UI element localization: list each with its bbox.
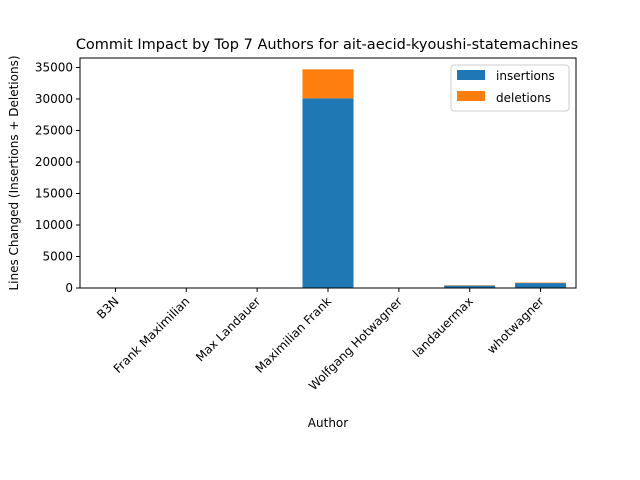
- y-tick-label-35000: 35000: [35, 60, 73, 74]
- bar-deletions-whotwagner: [515, 282, 567, 284]
- x-axis-label: Author: [308, 416, 348, 430]
- x-tick-label-whotwagner: whotwagner: [484, 294, 546, 356]
- bars-layer: [89, 69, 567, 288]
- bar-deletions-maximilian-frank: [302, 69, 354, 99]
- y-axis-label: Lines Changed (Insertions + Deletions): [7, 55, 21, 290]
- y-tick-label-10000: 10000: [35, 218, 73, 232]
- chart-title: Commit Impact by Top 7 Authors for ait-a…: [76, 37, 578, 53]
- bar-insertions-whotwagner: [515, 283, 567, 288]
- x-tick-label-landauermax: landauermax: [410, 294, 476, 360]
- legend-label-deletions: deletions: [496, 91, 551, 105]
- x-tick-label-max-landauer: Max Landauer: [193, 294, 263, 364]
- x-tick-label-b3n: B3N: [94, 294, 121, 321]
- y-tick-label-15000: 15000: [35, 186, 73, 200]
- y-tick-label-20000: 20000: [35, 155, 73, 169]
- x-tick-label-maximilian-frank: Maximilian Frank: [252, 294, 334, 376]
- legend-swatch-insertions: [457, 70, 485, 80]
- y-tick-label-5000: 5000: [42, 249, 73, 263]
- y-tick-label-0: 0: [65, 281, 73, 295]
- x-tick-label-frank-maximilian: Frank Maximilian: [111, 294, 193, 376]
- legend-label-insertions: insertions: [496, 69, 555, 83]
- legend-swatch-deletions: [457, 91, 485, 101]
- legend: insertions deletions: [450, 64, 570, 112]
- y-axis: 0 5000 10000 15000 20000 25000 30000 35000: [35, 60, 80, 295]
- bar-insertions-landauermax: [444, 285, 496, 288]
- y-tick-label-30000: 30000: [35, 92, 73, 106]
- y-tick-label-25000: 25000: [35, 123, 73, 137]
- bar-insertions-maximilian-frank: [302, 98, 354, 288]
